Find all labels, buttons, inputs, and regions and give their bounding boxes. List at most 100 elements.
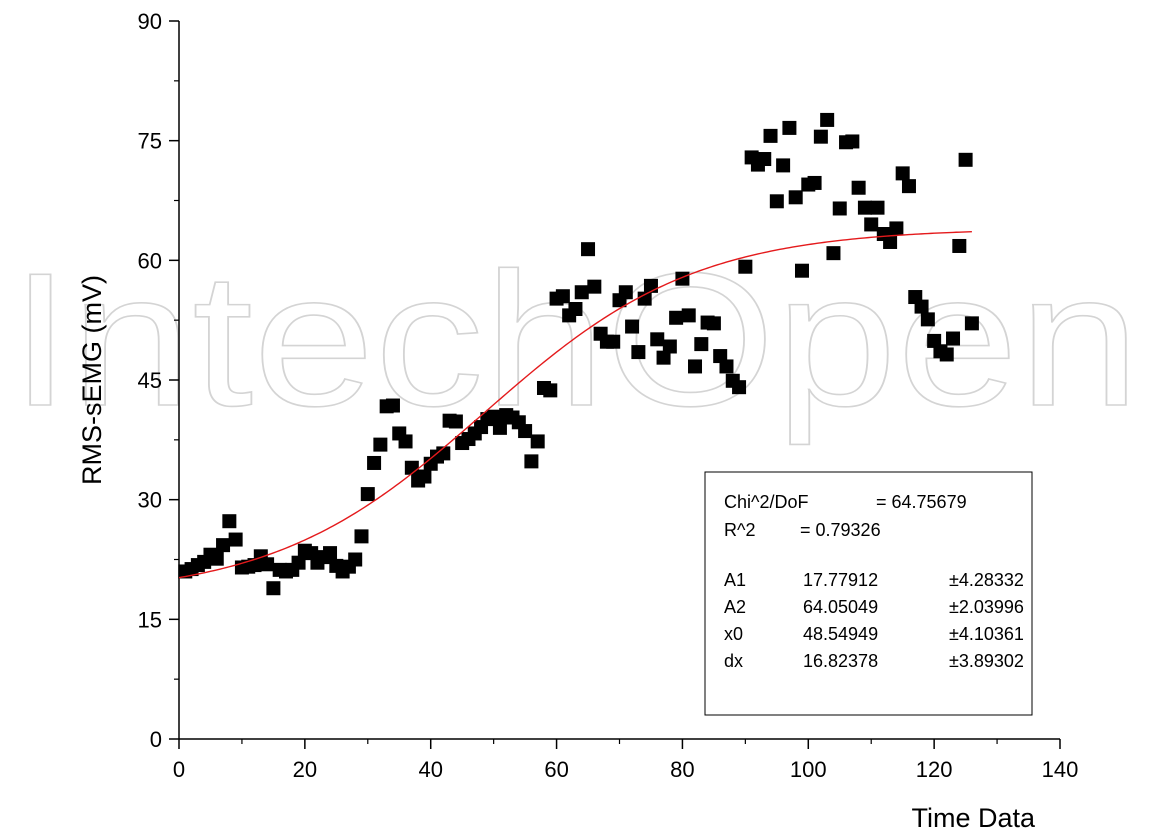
y-tick-label: 15: [138, 607, 162, 632]
data-point: [404, 460, 419, 475]
data-point: [209, 551, 224, 566]
x-tick-label: 0: [173, 757, 185, 782]
chi-label: Chi^2/DoF: [724, 492, 808, 512]
data-point: [625, 319, 640, 334]
data-point: [826, 246, 841, 261]
data-point: [436, 446, 451, 461]
param-value: 64.05049: [803, 597, 878, 617]
axis-ticks: 0 20 40 60 80 100 120 140 0 15 30 45 60 75 90: [138, 9, 1079, 782]
data-point: [895, 166, 910, 181]
data-point: [543, 383, 558, 398]
x-tick-label: 20: [293, 757, 317, 782]
y-tick-label: 0: [150, 727, 162, 752]
data-point: [587, 279, 602, 294]
data-point: [782, 120, 797, 135]
data-point: [952, 238, 967, 253]
data-point: [669, 310, 684, 325]
data-point: [851, 180, 866, 195]
data-point: [870, 200, 885, 215]
data-point: [266, 581, 281, 596]
data-point: [524, 454, 539, 469]
data-point: [518, 424, 533, 439]
param-error: ±3.89302: [949, 651, 1024, 671]
x-axis-title: Time Data: [911, 803, 1036, 833]
data-point: [813, 129, 828, 144]
data-point: [763, 128, 778, 143]
data-point: [706, 316, 721, 331]
param-name: dx: [724, 651, 743, 671]
data-point: [530, 434, 545, 449]
data-point: [348, 552, 363, 567]
data-point: [228, 532, 243, 547]
data-point: [492, 420, 507, 435]
data-point: [883, 234, 898, 249]
data-point: [631, 345, 646, 360]
data-point: [939, 347, 954, 362]
param-name: x0: [724, 624, 743, 644]
data-point: [832, 201, 847, 216]
x-tick-label: 140: [1042, 757, 1079, 782]
data-point: [637, 291, 652, 306]
param-error: ±4.10361: [949, 624, 1024, 644]
data-point: [373, 437, 388, 452]
data-point: [946, 331, 961, 346]
param-value: 48.54949: [803, 624, 878, 644]
data-point: [398, 434, 413, 449]
data-point: [958, 152, 973, 167]
data-point: [606, 334, 621, 349]
data-point: [662, 339, 677, 354]
y-tick-label: 75: [138, 129, 162, 154]
data-point: [367, 455, 382, 470]
data-point: [889, 221, 904, 236]
data-point: [222, 514, 237, 529]
data-point: [732, 380, 747, 395]
data-point: [769, 194, 784, 209]
data-point: [681, 308, 696, 323]
param-error: ±4.28332: [949, 570, 1024, 590]
data-point: [260, 557, 275, 572]
param-value: 17.77912: [803, 570, 878, 590]
param-name: A2: [724, 597, 746, 617]
data-point: [901, 179, 916, 194]
r2-value: = 0.79326: [800, 520, 881, 540]
data-point: [688, 359, 703, 374]
data-point: [788, 190, 803, 205]
chi-value: = 64.75679: [876, 492, 967, 512]
data-point: [694, 337, 709, 352]
data-point: [864, 217, 879, 232]
data-point: [738, 259, 753, 274]
data-point: [675, 271, 690, 286]
param-name: A1: [724, 570, 746, 590]
data-point: [618, 285, 633, 300]
y-tick-label: 45: [138, 368, 162, 393]
data-point: [291, 555, 306, 570]
data-points: [178, 112, 979, 596]
data-point: [555, 289, 570, 304]
data-point: [354, 529, 369, 544]
fit-stats-box: Chi^2/DoF = 64.75679 R^2 = 0.79326 A1 17…: [704, 471, 1033, 716]
param-value: 16.82378: [803, 651, 878, 671]
y-tick-label: 90: [138, 9, 162, 34]
x-tick-label: 100: [790, 757, 827, 782]
y-tick-label: 60: [138, 248, 162, 273]
x-tick-label: 60: [544, 757, 568, 782]
data-point: [776, 158, 791, 173]
data-point: [757, 152, 772, 167]
x-tick-label: 80: [670, 757, 694, 782]
data-point: [807, 175, 822, 190]
y-tick-label: 30: [138, 488, 162, 513]
data-point: [417, 469, 432, 484]
stats-box-frame: [704, 471, 1033, 716]
data-point: [794, 263, 809, 278]
data-point: [964, 316, 979, 331]
data-point: [385, 398, 400, 413]
x-tick-label: 120: [916, 757, 953, 782]
data-point: [574, 285, 589, 300]
data-point: [820, 112, 835, 127]
data-point: [486, 409, 501, 424]
data-point: [914, 299, 929, 314]
fit-curve: [178, 230, 972, 579]
data-point: [581, 242, 596, 257]
data-point: [323, 546, 338, 561]
